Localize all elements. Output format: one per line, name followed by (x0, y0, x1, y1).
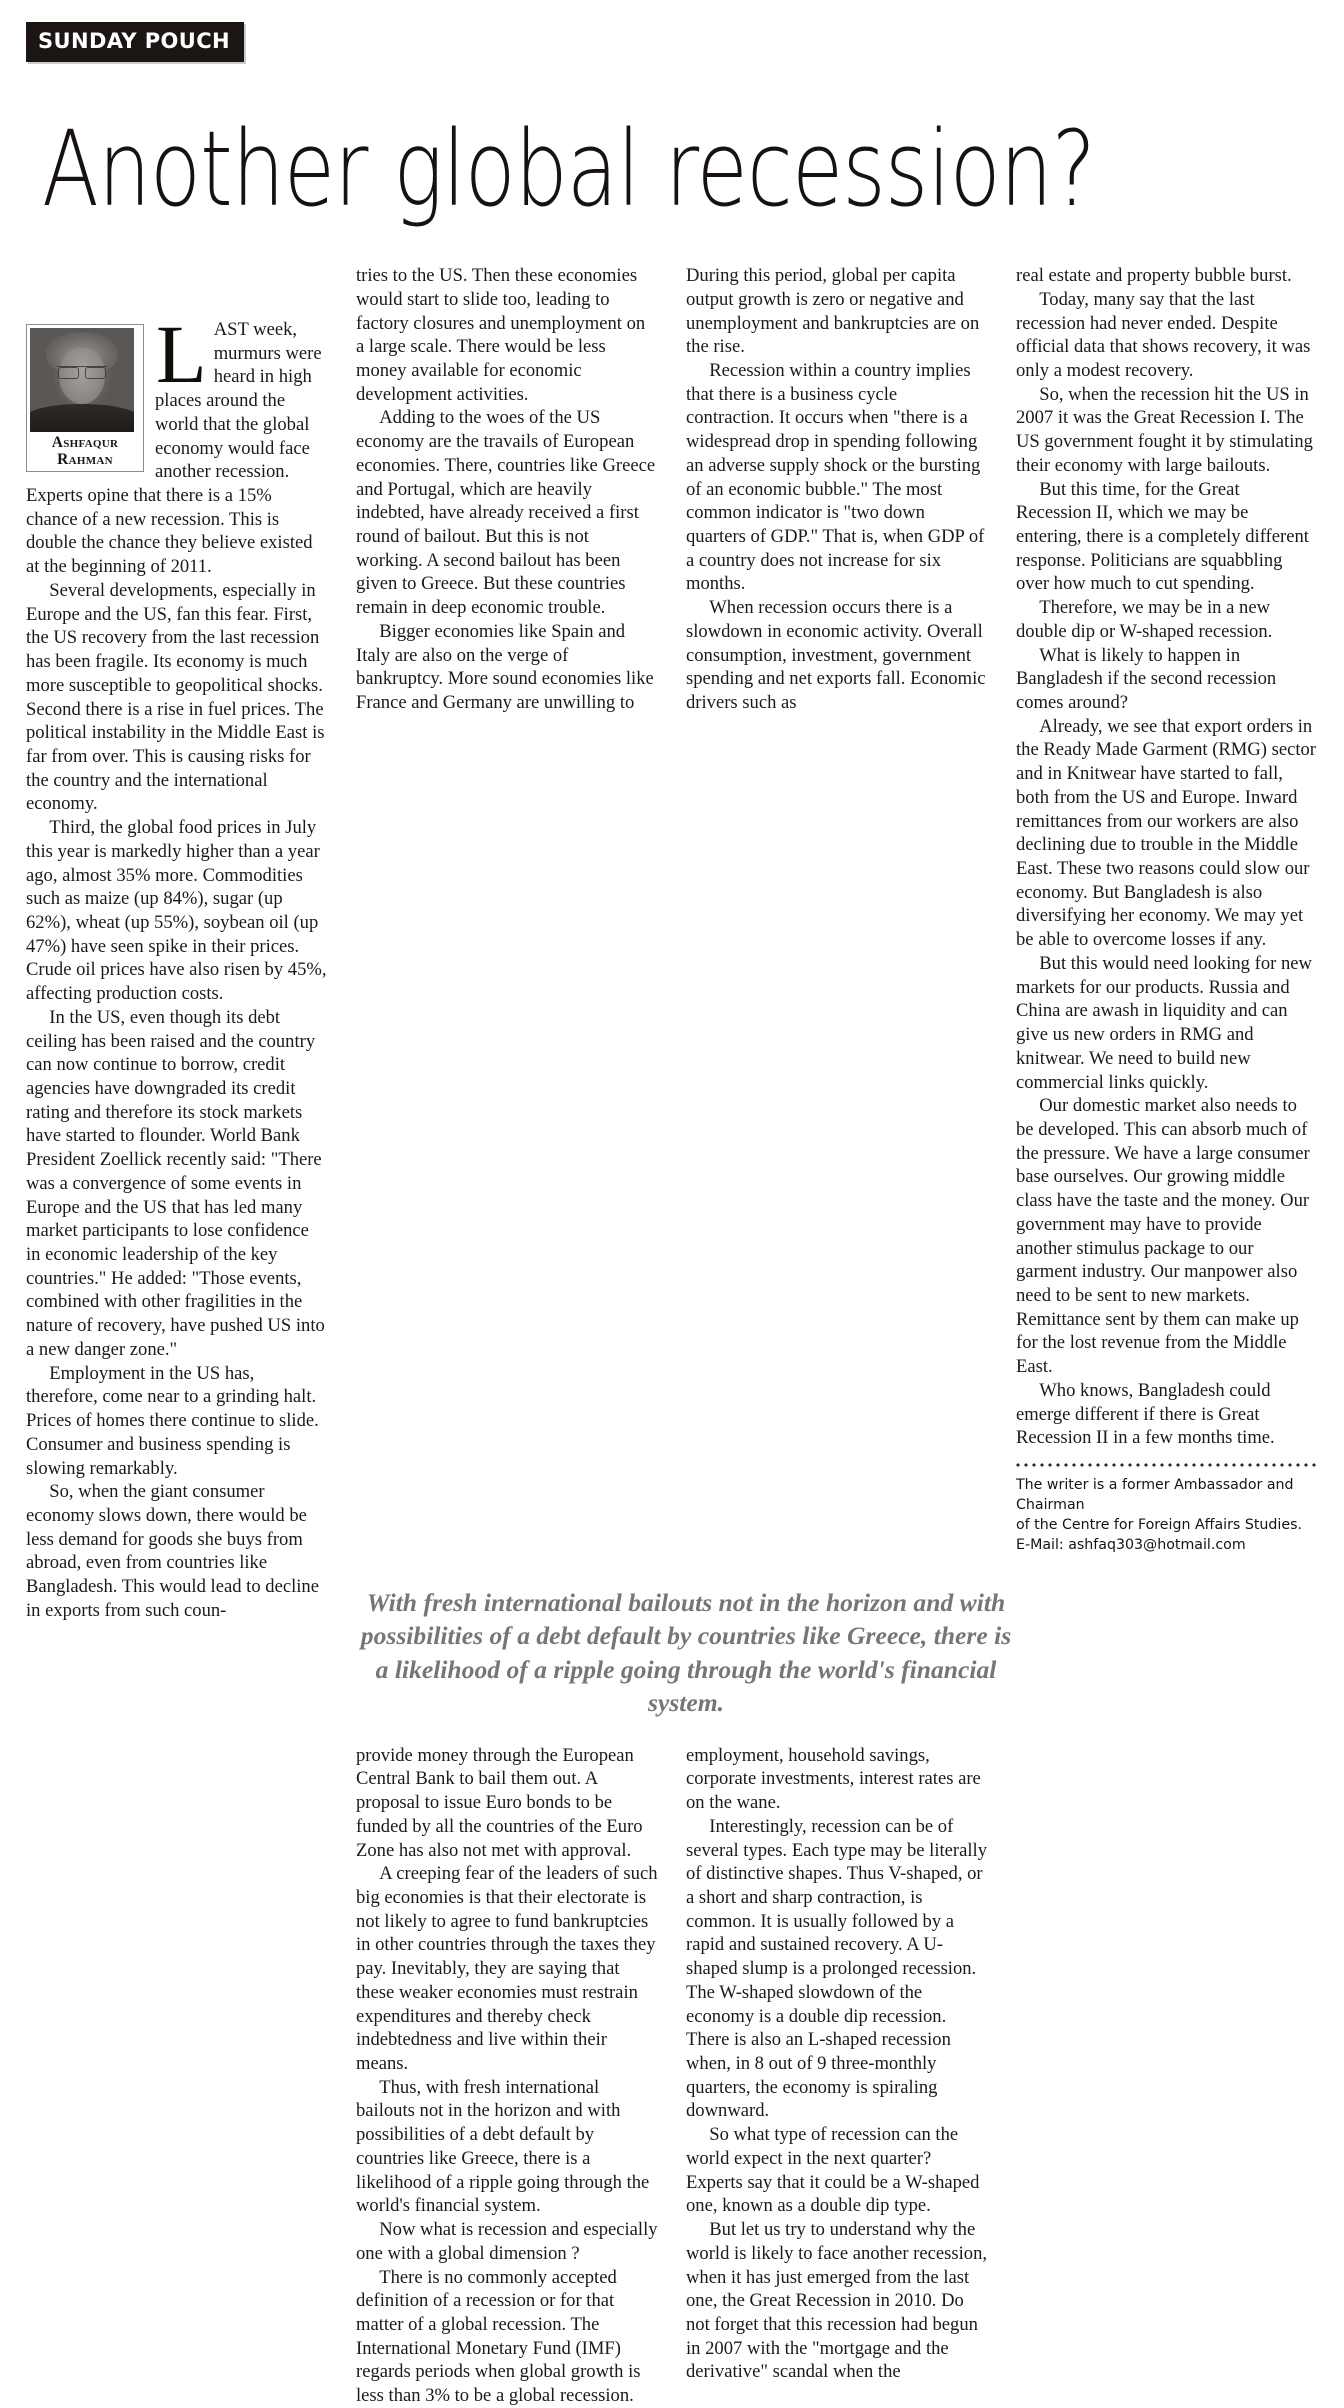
paragraph: provide money through the European Centr… (356, 1744, 643, 1861)
article-column-4: real estate and property bubble burst. T… (1016, 264, 1318, 1556)
bio-line-2: of the Centre for Foreign Affairs Studie… (1016, 1517, 1302, 1534)
paragraph: But this time, for the Great Recession I… (1016, 478, 1309, 595)
lower-column-block: provide money through the European Centr… (356, 1744, 1344, 2408)
author-name-caption: Ashfaqur Rahman (51, 434, 119, 469)
paragraph: Several developments, especially in Euro… (26, 579, 325, 815)
paragraph: Who knows, Bangladesh could emerge diffe… (1016, 1379, 1275, 1449)
paragraph: Thus, with fresh international bailouts … (356, 2076, 650, 2217)
paragraph: Employment in the US has, therefore, com… (26, 1362, 319, 1479)
newspaper-page: SUNDAY POUCH Another global recession? A… (26, 0, 1318, 2406)
paragraph: Bigger economies like Spain and Italy ar… (356, 620, 654, 714)
section-kicker-badge: SUNDAY POUCH (26, 22, 245, 62)
necktie-shape (79, 409, 90, 432)
page-title: Another global recession? (42, 108, 1096, 230)
kicker-row: SUNDAY POUCH (26, 0, 1318, 62)
paragraph: Now what is recession and especially one… (356, 2219, 658, 2264)
dotted-divider (1016, 1463, 1316, 1469)
author-photo-frame: Ashfaqur Rahman (26, 324, 144, 473)
paragraph: What is likely to happen in Bangladesh i… (1016, 644, 1277, 714)
paragraph: employment, household savings, corporate… (686, 1744, 981, 1814)
drop-cap: L (156, 308, 207, 400)
bio-email-line: E-Mail: ashfaq303@hotmail.com (1016, 1537, 1246, 1554)
shirt-collar-shape (69, 412, 99, 432)
article-column-2-bottom: provide money through the European Centr… (356, 1744, 658, 2408)
author-portrait-image (30, 328, 134, 432)
paragraph: real estate and property bubble burst. (1016, 265, 1292, 287)
paragraph: When recession occurs there is a slowdow… (686, 597, 986, 714)
article-column-3-top: During this period, global per capita ou… (686, 264, 988, 1556)
paragraph: Today, many say that the last recession … (1016, 288, 1311, 381)
paragraph: So what type of recession can the world … (686, 2124, 980, 2217)
paragraph-text: AST week, murmurs were heard in high pla… (26, 319, 322, 578)
article-column-1: Ashfaqur Rahman L AST week, murmurs were … (26, 308, 328, 1623)
paragraph: In the US, even though its debt ceiling … (26, 1006, 325, 1360)
eyeglasses-icon (57, 366, 107, 379)
article-column-2-top: tries to the US. Then these economies wo… (356, 264, 658, 1556)
paragraph: During this period, global per capita ou… (686, 265, 980, 358)
paragraph: Interestingly, recession can be of sever… (686, 1815, 987, 2122)
paragraph: tries to the US. Then these economies wo… (356, 265, 646, 405)
bio-line-1: The writer is a former Ambassador and Ch… (1016, 1477, 1294, 1514)
paragraph: Third, the global food prices in July th… (26, 817, 327, 1005)
paragraph: Our domestic market also needs to be dev… (1016, 1095, 1310, 1378)
paragraph: So, when the recession hit the US in 200… (1016, 383, 1313, 476)
article-column-3-bottom: employment, household savings, corporate… (686, 1744, 988, 2408)
author-bio-note: The writer is a former Ambassador and Ch… (1016, 1463, 1318, 1556)
paragraph: A creeping fear of the leaders of such b… (356, 1863, 658, 2075)
paragraph: L AST week, murmurs were heard in high pl… (26, 308, 328, 579)
paragraph: Therefore, we may be in a new double dip… (1016, 597, 1273, 642)
pull-quote: With fresh international bailouts not in… (360, 1587, 1012, 1718)
paragraph: So, when the giant consumer economy slow… (26, 1481, 319, 1621)
paragraph: Adding to the woes of the US economy are… (356, 407, 656, 619)
paragraph: But this would need looking for new mark… (1016, 952, 1312, 1093)
paragraph: There is no commonly accepted definition… (356, 2266, 641, 2407)
upper-column-block: tries to the US. Then these economies wo… (26, 264, 1318, 1556)
paragraph: Recession within a country implies that … (686, 359, 985, 595)
portrait-face-shape (59, 348, 105, 404)
paragraph: But let us try to understand why the wor… (686, 2219, 988, 2383)
bio-text-block: The writer is a former Ambassador and Ch… (1016, 1475, 1318, 1556)
paragraph: Already, we see that export orders in th… (1016, 715, 1316, 951)
